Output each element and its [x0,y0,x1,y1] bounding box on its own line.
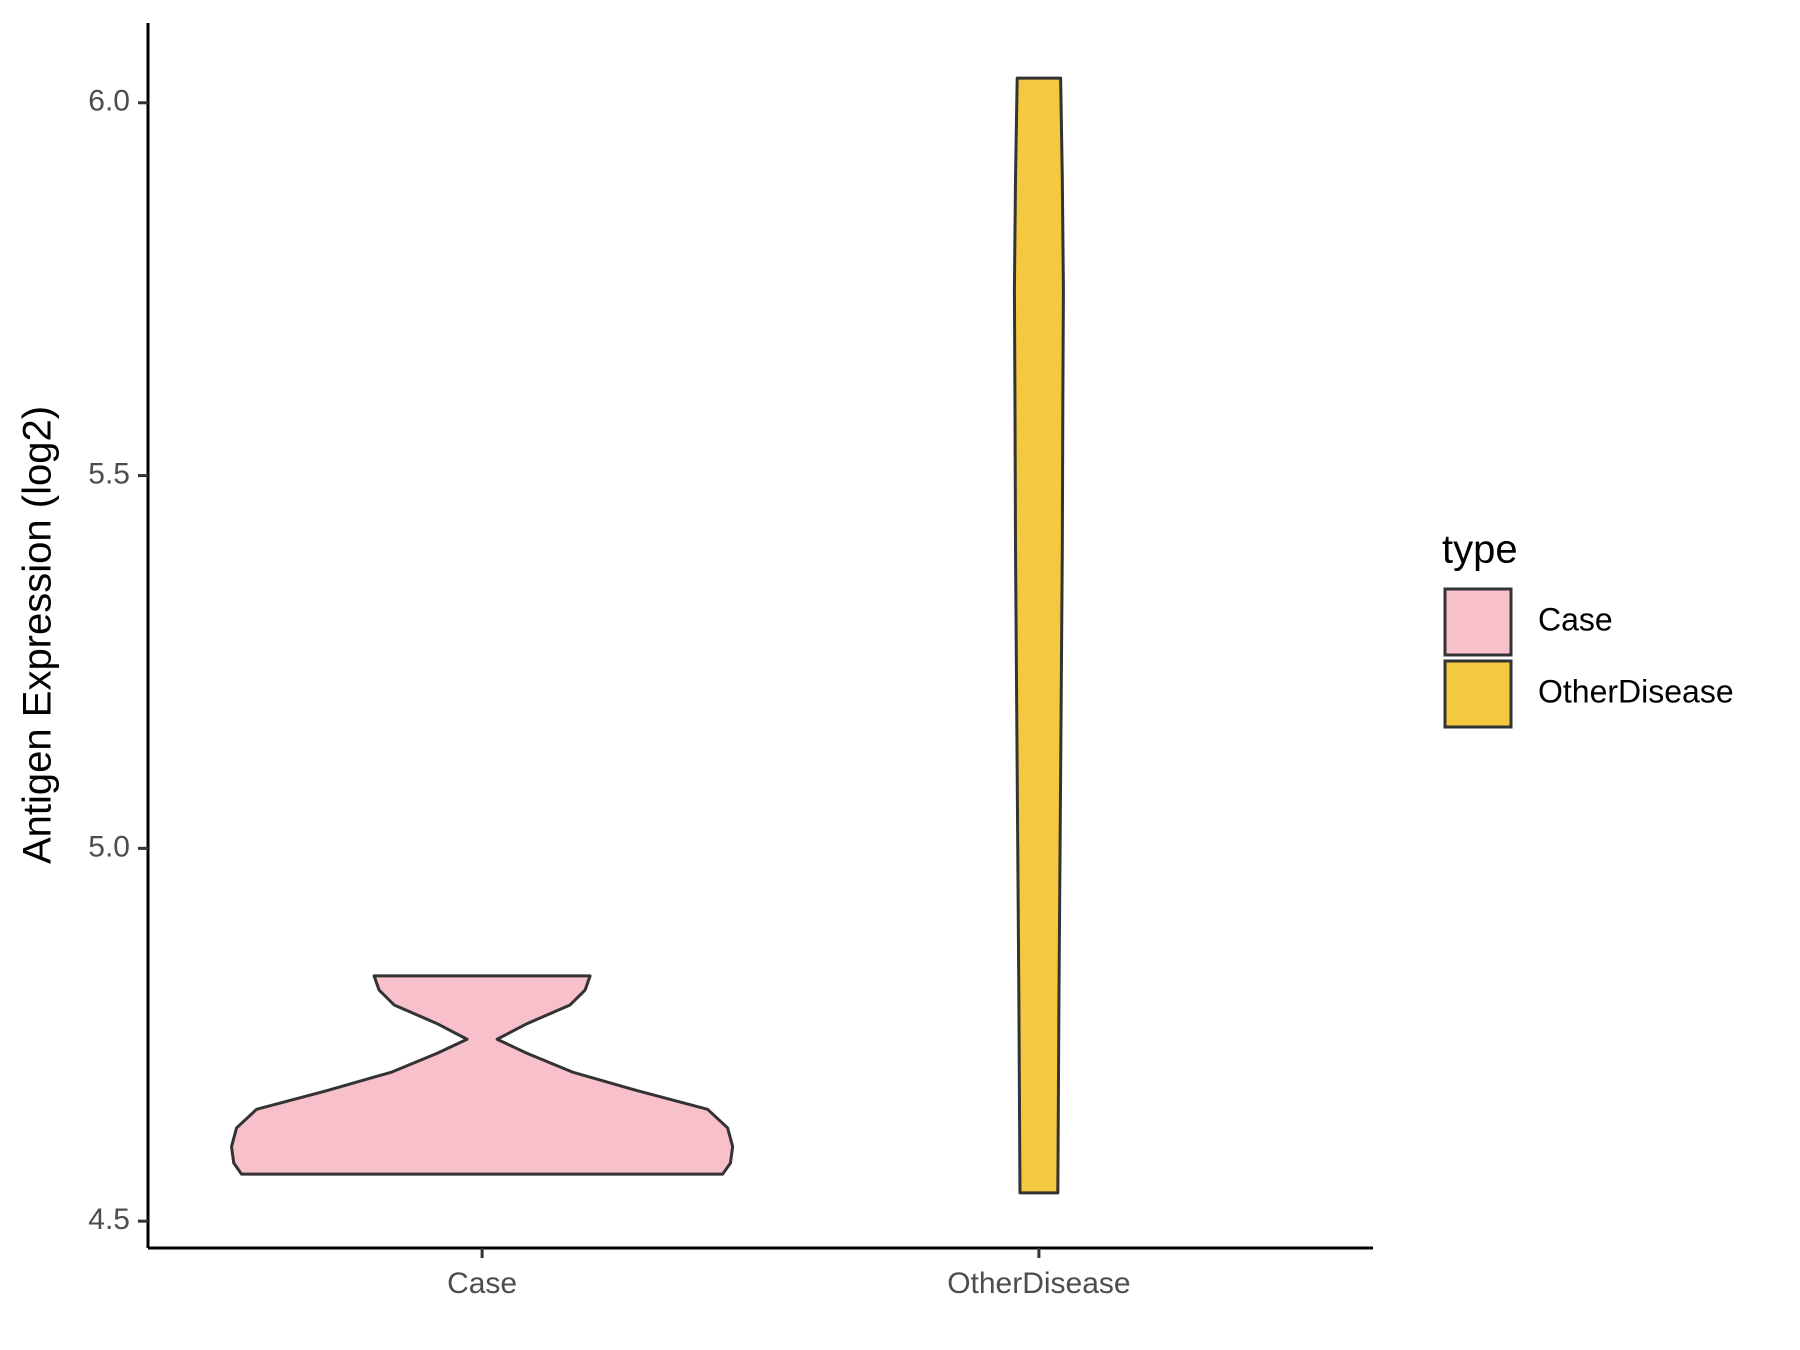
legend-key [1443,659,1513,729]
violin [230,974,735,1176]
x-tick-label: OtherDisease [947,1267,1130,1300]
legend-title: type [1442,528,1518,572]
legend-label: Case [1538,601,1613,637]
y-tick-label: 5.0 [88,830,130,863]
x-tick-label: Case [447,1267,517,1300]
violin [1012,76,1065,1195]
y-axis-title: Antigen Expression (log2) [16,406,60,864]
legend-label: OtherDisease [1538,673,1734,709]
y-tick-label: 5.5 [88,457,130,490]
y-tick-label: 6.0 [88,85,130,118]
y-tick-label: 4.5 [88,1203,130,1236]
legend-key [1443,587,1513,657]
